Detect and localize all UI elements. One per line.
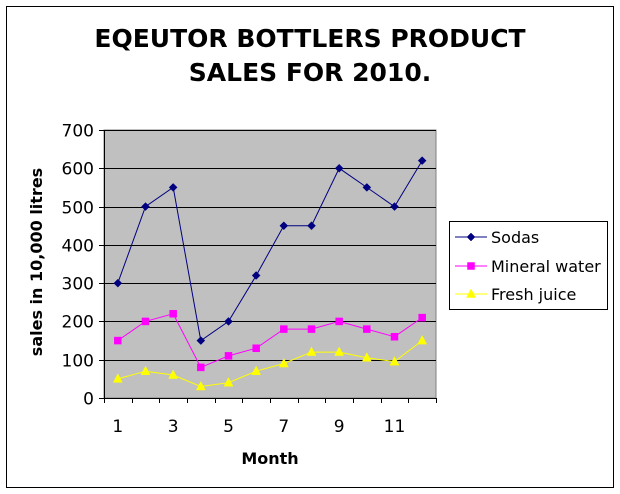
data-point-fresh-juice xyxy=(417,335,428,345)
data-point-sodas xyxy=(168,183,178,192)
data-point-sodas xyxy=(141,202,150,211)
legend-label: Mineral water xyxy=(491,257,601,276)
data-point-fresh-juice xyxy=(251,365,262,375)
data-point-sodas xyxy=(224,317,233,326)
data-point-sodas xyxy=(362,183,372,192)
data-point-mineral-water xyxy=(335,317,343,326)
legend-swatch-marker xyxy=(467,262,475,270)
series-mineral-water xyxy=(114,310,426,372)
x-axis-title: Month xyxy=(241,449,298,468)
data-point-mineral-water xyxy=(169,310,177,318)
x-tick-label: 11 xyxy=(384,417,406,437)
x-tick-label: 3 xyxy=(168,417,179,437)
series-sodas xyxy=(113,156,427,345)
series-line-sodas xyxy=(117,160,423,342)
data-point-fresh-juice xyxy=(389,356,400,366)
data-point-mineral-water xyxy=(252,344,260,352)
series-line-fresh-juice xyxy=(117,340,423,388)
data-point-fresh-juice xyxy=(112,373,123,383)
y-tick-label: 700 xyxy=(62,122,94,142)
data-point-sodas xyxy=(417,156,427,165)
data-point-mineral-water xyxy=(114,336,122,345)
data-point-fresh-juice xyxy=(223,377,234,387)
data-point-fresh-juice xyxy=(140,365,151,375)
data-point-sodas xyxy=(390,202,399,211)
series-fresh-juice xyxy=(112,335,428,391)
data-point-fresh-juice xyxy=(306,346,317,356)
data-point-mineral-water xyxy=(197,363,205,372)
legend-item-mineral-water: Mineral water xyxy=(455,257,601,276)
data-point-mineral-water xyxy=(280,325,288,333)
x-tick-label: 5 xyxy=(223,417,234,437)
data-point-fresh-juice xyxy=(168,369,179,379)
legend-item-fresh-juice: Fresh juice xyxy=(455,285,576,304)
legend-item-sodas: Sodas xyxy=(455,228,539,247)
chart-title-line-2: SALES FOR 2010. xyxy=(189,58,431,87)
gridlines xyxy=(104,130,436,361)
y-tick-label: 300 xyxy=(62,275,94,295)
chart-title-line-1: EQEUTOR BOTTLERS PRODUCT xyxy=(94,24,525,53)
legend-swatch-marker xyxy=(466,232,476,242)
y-tick-label: 600 xyxy=(62,160,94,180)
x-tick-label: 9 xyxy=(334,417,345,437)
y-tick-label: 200 xyxy=(62,313,94,333)
legend: Sodas Mineral water Fresh juice xyxy=(449,221,608,310)
x-tick-label: 7 xyxy=(278,417,289,437)
data-point-mineral-water xyxy=(390,332,399,341)
data-point-fresh-juice xyxy=(195,380,206,391)
data-point-sodas xyxy=(334,163,344,173)
data-point-mineral-water xyxy=(363,325,371,333)
y-tick-label: 0 xyxy=(83,390,94,410)
x-tick-label: 1 xyxy=(112,417,123,437)
axes xyxy=(99,130,437,403)
data-point-sodas xyxy=(307,221,316,231)
data-point-sodas xyxy=(251,271,261,280)
data-point-mineral-water xyxy=(307,325,316,333)
data-point-sodas xyxy=(279,221,289,231)
data-point-mineral-water xyxy=(418,313,426,322)
series xyxy=(112,156,428,391)
data-point-mineral-water xyxy=(141,317,150,326)
y-tick-label: 100 xyxy=(62,352,94,372)
x-tick-labels: 1 3 5 7 9 11 xyxy=(112,417,405,437)
data-point-sodas xyxy=(113,278,123,288)
plot-area xyxy=(103,129,437,399)
y-tick-labels: 0 100 200 300 400 500 600 700 xyxy=(62,122,94,410)
legend-label: Fresh juice xyxy=(491,285,576,304)
data-point-fresh-juice xyxy=(361,352,372,362)
data-point-sodas xyxy=(196,336,206,345)
data-point-mineral-water xyxy=(224,352,233,360)
y-tick-label: 400 xyxy=(62,237,94,257)
series-line-mineral-water xyxy=(117,313,423,369)
data-point-fresh-juice xyxy=(278,358,289,368)
y-tick-label: 500 xyxy=(62,199,94,219)
y-axis-title: sales in 10,000 litres xyxy=(27,168,46,356)
data-point-fresh-juice xyxy=(334,346,345,356)
legend-label: Sodas xyxy=(491,228,539,247)
legend-swatch-marker xyxy=(466,288,476,298)
